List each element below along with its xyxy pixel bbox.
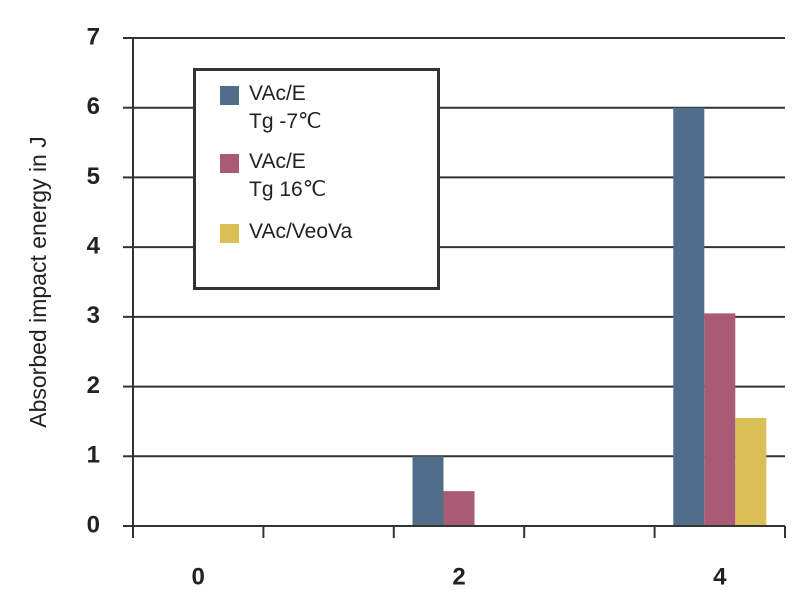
y-tick-label: 7 [87,23,100,50]
legend-entry: VAc/VeoVa [220,220,353,246]
y-axis-label: Absorbed impact energy in J [25,136,51,428]
y-tick-label: 1 [87,442,100,469]
x-tick-label: 2 [452,563,465,590]
y-tick-label: 5 [87,163,100,190]
bar [735,417,767,526]
bar [673,107,705,526]
y-tick-label: 0 [87,511,100,538]
y-tick-label: 3 [87,302,100,329]
legend-label: VAc/E Tg 16℃ [249,150,327,201]
legend-label: VAc/E Tg -7℃ [249,82,322,133]
legend-swatch [220,154,239,173]
legend-swatch [220,224,239,243]
y-tick-label: 2 [87,372,100,399]
x-tick-label: 4 [713,563,727,590]
bar [443,491,475,526]
legend: VAc/E Tg -7℃ VAc/E Tg 16℃ VAc/VeoVa [193,68,440,290]
y-tick-label: 4 [87,232,101,259]
legend-label: VAc/VeoVa [249,220,353,243]
bar [412,456,444,526]
legend-entry: VAc/E Tg 16℃ [220,150,327,204]
legend-entry: VAc/E Tg -7℃ [220,82,322,136]
legend-swatch [220,86,239,105]
bar [704,313,736,526]
x-tick-label: 0 [192,563,205,590]
y-tick-label: 6 [87,93,100,120]
